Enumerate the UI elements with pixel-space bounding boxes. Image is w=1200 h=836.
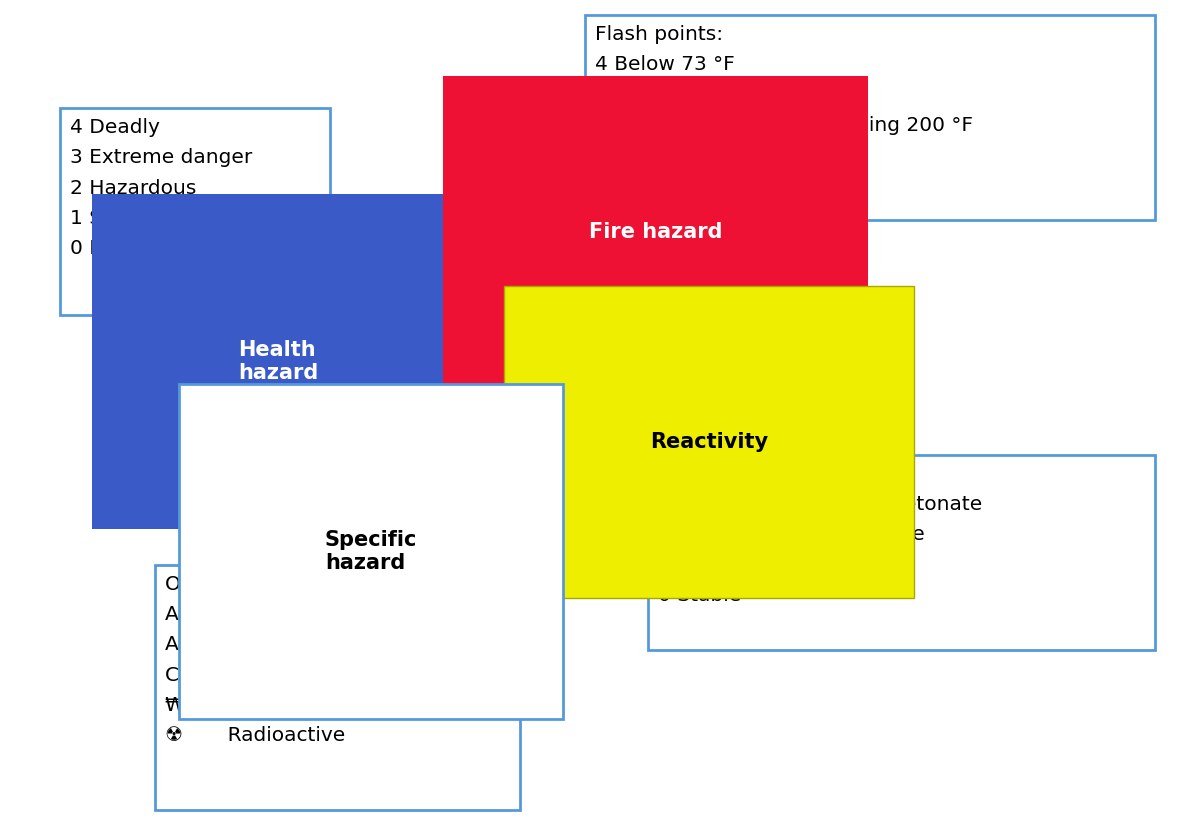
Text: Reactivity: Reactivity (650, 432, 768, 452)
Text: OX      Oxidizer
ACID  Acid
ALK    Alkali
COR   Corrosive
₩       Use no water
☢: OX Oxidizer ACID Acid ALK Alkali COR Cor… (166, 575, 364, 745)
Polygon shape (490, 245, 674, 615)
Polygon shape (305, 245, 674, 430)
Text: 4: 4 (455, 289, 524, 386)
Text: 4 Deadly
3 Extreme danger
2 Hazardous
1 Slightly hazardous
0 Normal material: 4 Deadly 3 Extreme danger 2 Hazardous 1 … (70, 118, 275, 258)
FancyBboxPatch shape (648, 455, 1154, 650)
Text: ₩: ₩ (443, 481, 538, 564)
Text: 3: 3 (362, 381, 432, 478)
FancyBboxPatch shape (155, 565, 520, 810)
Text: 4 May detonate
3 Shock and heat may detonate
2 Violent chemical change
1 Unstabl: 4 May detonate 3 Shock and heat may deto… (658, 465, 983, 605)
Polygon shape (305, 245, 490, 615)
Text: Health
hazard: Health hazard (238, 340, 318, 383)
Text: Specific
hazard: Specific hazard (325, 530, 418, 573)
Text: Flash points:
4 Below 73 °F
3 Below 100 °F
2 Above 100 °F not exceeding 200 °F
1: Flash points: 4 Below 73 °F 3 Below 100 … (595, 25, 973, 196)
Text: 2: 2 (547, 381, 617, 478)
FancyBboxPatch shape (586, 15, 1154, 220)
FancyBboxPatch shape (60, 108, 330, 315)
Polygon shape (305, 430, 674, 615)
Text: Fire hazard: Fire hazard (589, 222, 722, 242)
